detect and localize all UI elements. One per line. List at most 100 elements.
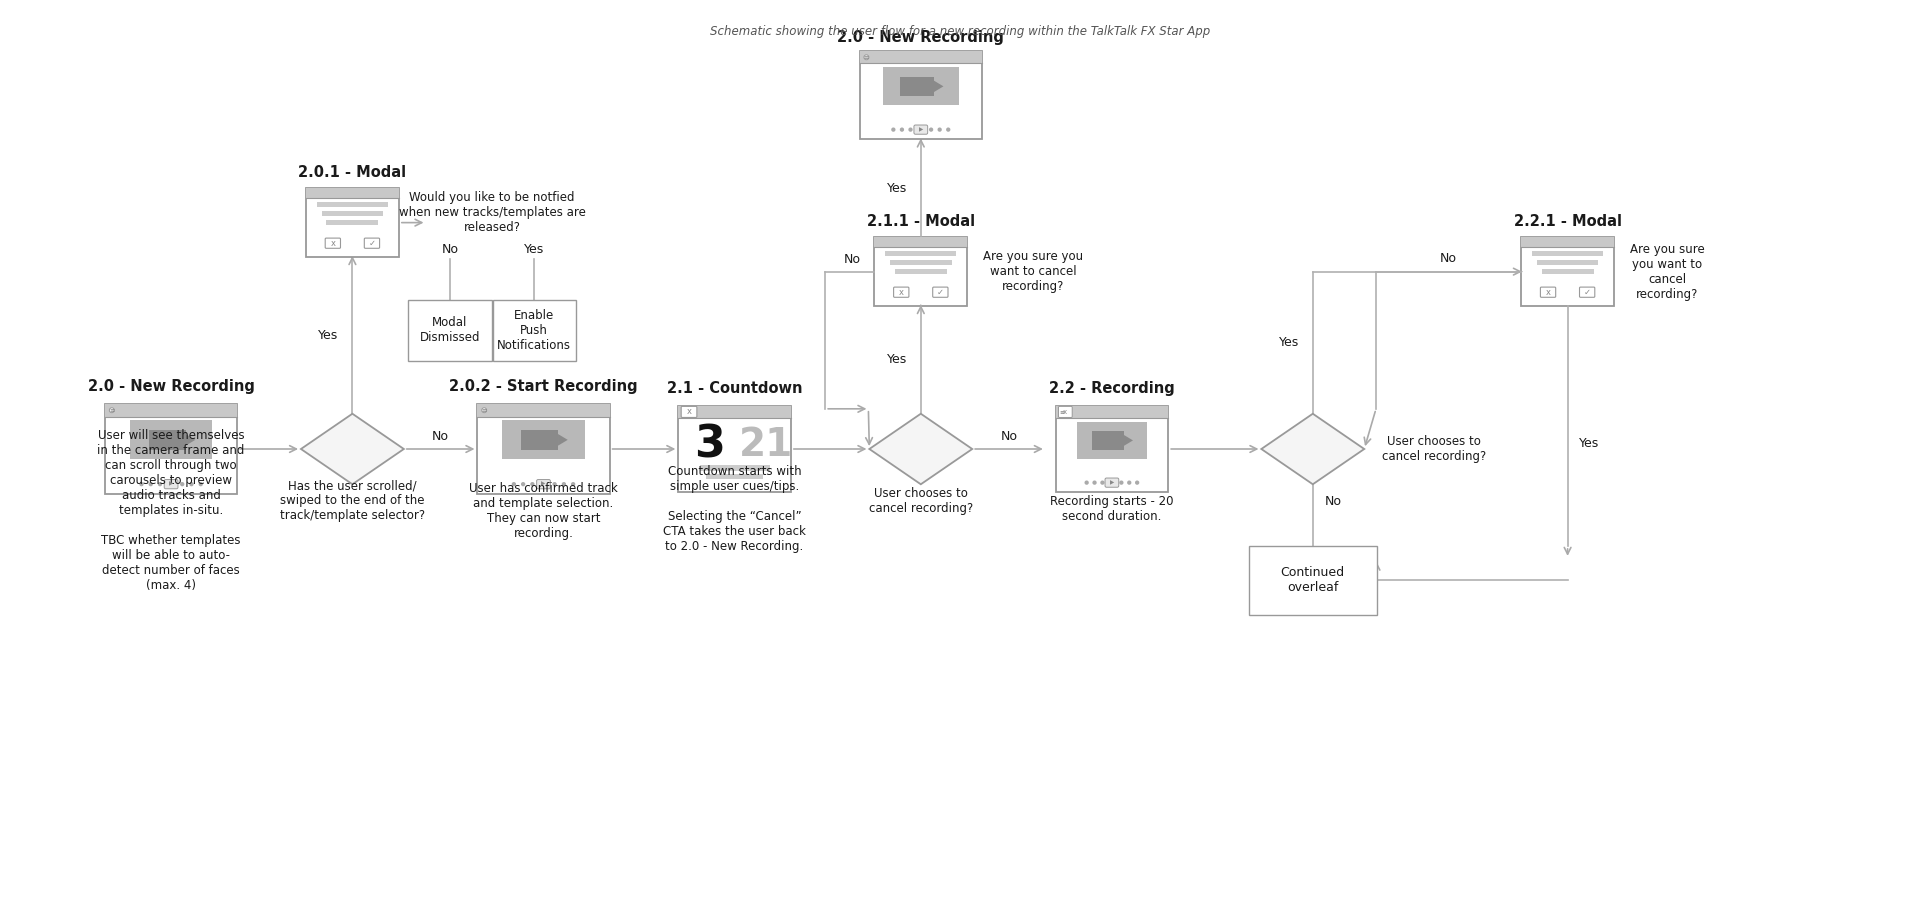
Bar — [1532, 251, 1603, 256]
Circle shape — [1092, 480, 1096, 485]
Bar — [874, 237, 968, 247]
FancyBboxPatch shape — [538, 480, 551, 489]
Text: User has confirmed track
and template selection.
They can now start
recording.: User has confirmed track and template se… — [468, 481, 618, 540]
Circle shape — [1119, 480, 1123, 485]
Text: User will see themselves
in the camera frame and
can scroll through two
carousel: User will see themselves in the camera f… — [98, 429, 244, 593]
Text: ▶: ▶ — [169, 481, 173, 487]
FancyBboxPatch shape — [933, 287, 948, 297]
Bar — [1056, 406, 1167, 418]
Text: ≡: ≡ — [482, 408, 488, 413]
Text: 2.1 - Countdown: 2.1 - Countdown — [666, 381, 803, 396]
Bar — [1521, 237, 1615, 247]
FancyBboxPatch shape — [324, 238, 340, 248]
FancyBboxPatch shape — [860, 51, 981, 139]
FancyBboxPatch shape — [165, 480, 179, 489]
Bar — [305, 189, 399, 198]
Circle shape — [553, 482, 557, 487]
Text: 3: 3 — [693, 424, 726, 467]
Text: Schematic showing the user flow for a new recording within the TalkTalk FX Star : Schematic showing the user flow for a ne… — [710, 24, 1210, 38]
FancyBboxPatch shape — [1580, 287, 1596, 297]
Text: 2.1.1 - Modal: 2.1.1 - Modal — [866, 214, 975, 229]
FancyBboxPatch shape — [1056, 406, 1167, 492]
Text: ✓: ✓ — [937, 287, 945, 296]
Text: User chooses to
cancel recording?: User chooses to cancel recording? — [1382, 435, 1486, 463]
Text: 2.0 - New Recording: 2.0 - New Recording — [88, 379, 255, 394]
Circle shape — [929, 128, 933, 132]
Circle shape — [180, 482, 184, 487]
Text: Would you like to be notfied
when new tracks/templates are
released?: Would you like to be notfied when new tr… — [399, 191, 586, 234]
Text: ▶: ▶ — [918, 128, 924, 132]
Bar — [1077, 422, 1146, 459]
Bar — [885, 251, 956, 256]
Text: ≡: ≡ — [109, 408, 115, 413]
Text: x: x — [1546, 287, 1551, 296]
FancyBboxPatch shape — [478, 404, 611, 494]
Text: x: x — [687, 408, 691, 417]
Circle shape — [570, 482, 576, 487]
Bar — [131, 420, 211, 459]
Text: Are you sure you
want to cancel
recording?: Are you sure you want to cancel recordin… — [983, 251, 1083, 293]
Circle shape — [513, 482, 516, 487]
Text: Yes: Yes — [887, 353, 906, 366]
Text: 21: 21 — [739, 426, 793, 464]
FancyBboxPatch shape — [365, 238, 380, 248]
Bar — [678, 406, 791, 418]
Bar — [699, 465, 770, 471]
Text: Continued
overleaf: Continued overleaf — [1281, 567, 1344, 594]
Circle shape — [148, 482, 154, 487]
Bar — [891, 260, 952, 265]
Circle shape — [1085, 480, 1089, 485]
Text: Modal
Dismissed: Modal Dismissed — [420, 316, 480, 345]
Bar — [409, 300, 492, 361]
Bar — [1542, 269, 1594, 275]
FancyBboxPatch shape — [106, 404, 238, 494]
Bar — [317, 202, 388, 207]
Text: No: No — [1440, 252, 1457, 266]
Text: No: No — [1325, 496, 1342, 508]
Circle shape — [900, 128, 904, 132]
Text: Has the user scrolled/
swiped to the end of the
track/template selector?: Has the user scrolled/ swiped to the end… — [280, 480, 424, 523]
Text: ▶: ▶ — [1110, 480, 1114, 485]
FancyBboxPatch shape — [1540, 287, 1555, 297]
Bar — [326, 221, 378, 225]
Circle shape — [190, 482, 194, 487]
Circle shape — [947, 128, 950, 132]
Bar — [883, 67, 958, 105]
Circle shape — [1135, 480, 1139, 485]
Polygon shape — [559, 434, 568, 445]
FancyBboxPatch shape — [678, 406, 791, 492]
Bar — [1536, 260, 1597, 265]
Bar — [323, 211, 384, 216]
FancyBboxPatch shape — [1106, 478, 1119, 488]
Circle shape — [563, 482, 566, 487]
Bar — [900, 77, 933, 96]
Circle shape — [908, 128, 912, 132]
FancyBboxPatch shape — [874, 237, 968, 306]
Bar — [895, 269, 947, 275]
Text: Recording starts - 20
second duration.: Recording starts - 20 second duration. — [1050, 495, 1173, 523]
Text: Yes: Yes — [1580, 436, 1599, 450]
Text: Yes: Yes — [887, 181, 906, 195]
FancyBboxPatch shape — [682, 407, 697, 418]
Bar — [148, 430, 186, 450]
Text: x: x — [1064, 409, 1068, 415]
Text: Yes: Yes — [524, 242, 543, 256]
Text: User chooses to
cancel recording?: User chooses to cancel recording? — [868, 487, 973, 515]
Text: Countdown starts with
simple user cues/tips.

Selecting the “Cancel”
CTA takes t: Countdown starts with simple user cues/t… — [662, 465, 806, 553]
Text: ≡: ≡ — [1060, 409, 1066, 414]
Bar — [503, 420, 584, 459]
Circle shape — [140, 482, 144, 487]
Text: 2.2 - Recording: 2.2 - Recording — [1048, 381, 1175, 396]
Polygon shape — [933, 81, 943, 92]
Text: x: x — [899, 287, 904, 296]
Circle shape — [482, 408, 486, 413]
Circle shape — [1127, 480, 1131, 485]
Circle shape — [530, 482, 534, 487]
Bar — [1092, 431, 1123, 450]
Bar — [493, 300, 576, 361]
FancyBboxPatch shape — [1521, 237, 1615, 306]
Text: ✓: ✓ — [369, 239, 376, 248]
Circle shape — [1060, 409, 1066, 414]
Polygon shape — [301, 414, 403, 484]
Circle shape — [891, 128, 895, 132]
